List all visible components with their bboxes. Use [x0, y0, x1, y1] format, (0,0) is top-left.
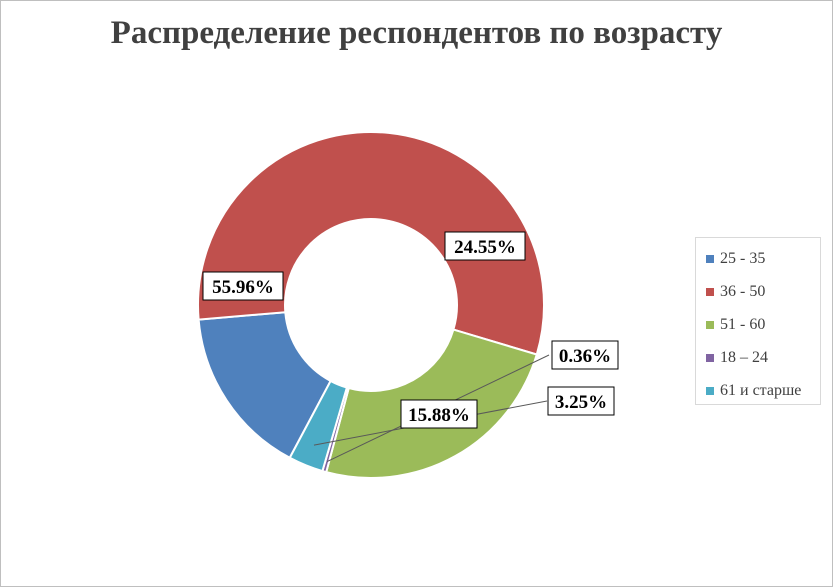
- legend-label-5: 61 и старше: [720, 381, 802, 399]
- chart-legend: 25 - 35 36 - 50 51 - 60 18 – 24 61 и старше: [695, 237, 821, 405]
- data-label-3: 24.55%: [444, 231, 526, 261]
- donut-slice-2: [197, 131, 545, 356]
- data-label-text-3: 24.55%: [454, 237, 516, 258]
- data-label-5: 3.25%: [547, 386, 615, 416]
- legend-label-3: 51 - 60: [720, 315, 766, 333]
- legend-item-1: 25 - 35: [706, 242, 820, 275]
- data-label-text-1: 15.88%: [408, 405, 470, 426]
- legend-swatch-3: [706, 320, 714, 329]
- legend-label-2: 36 - 50: [720, 282, 766, 300]
- data-label-text-4: 0.36%: [559, 346, 611, 367]
- data-labels: 15.88% 55.96% 24.55% 0.36% 3.25%: [202, 231, 619, 429]
- legend-item-2: 36 - 50: [706, 275, 820, 308]
- data-label-text-2: 55.96%: [212, 277, 274, 298]
- legend-swatch-1: [706, 254, 714, 263]
- data-label-4: 0.36%: [551, 340, 619, 370]
- chart-title: Распределение респондентов по возрасту: [110, 15, 723, 51]
- legend-item-5: 61 и старше: [706, 374, 820, 407]
- donut-slices: [197, 131, 545, 479]
- data-label-text-5: 3.25%: [555, 392, 607, 413]
- data-label-1: 15.88%: [400, 399, 478, 429]
- data-label-2: 55.96%: [202, 271, 284, 301]
- donut-slice-5: [288, 379, 349, 473]
- legend-item-4: 18 – 24: [706, 341, 820, 374]
- legend-swatch-2: [706, 287, 714, 296]
- legend-swatch-4: [706, 353, 714, 362]
- legend-item-3: 51 - 60: [706, 308, 820, 341]
- legend-swatch-5: [706, 386, 714, 395]
- legend-label-1: 25 - 35: [720, 249, 766, 267]
- legend-label-4: 18 – 24: [720, 348, 768, 366]
